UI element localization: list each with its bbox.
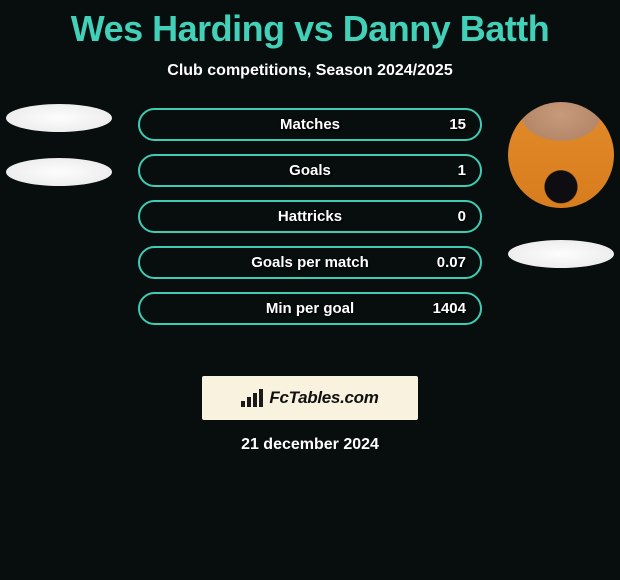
comparison-panel: Matches 15 Goals 1 Hattricks 0 Goals per…	[0, 108, 620, 368]
stat-value-right: 15	[449, 116, 466, 133]
avatar	[508, 102, 614, 208]
stat-row: Goals per match 0.07	[138, 246, 482, 279]
stat-label: Goals per match	[251, 254, 369, 271]
stat-row: Matches 15	[138, 108, 482, 141]
watermark: FcTables.com	[202, 376, 418, 420]
player-right	[508, 102, 614, 268]
stat-row: Goals 1	[138, 154, 482, 187]
date-label: 21 december 2024	[0, 436, 620, 454]
stat-value-right: 1	[458, 162, 466, 179]
stat-value-right: 0.07	[437, 254, 466, 271]
avatar-shadow-ellipse	[508, 240, 614, 268]
stat-value-right: 0	[458, 208, 466, 225]
page-title: Wes Harding vs Danny Batth	[0, 0, 620, 50]
stat-label: Matches	[280, 116, 340, 133]
stat-label: Hattricks	[278, 208, 342, 225]
player-left	[6, 102, 112, 186]
stat-label: Min per goal	[266, 300, 354, 317]
subtitle: Club competitions, Season 2024/2025	[0, 62, 620, 80]
stat-value-right: 1404	[433, 300, 466, 317]
stat-label: Goals	[289, 162, 331, 179]
bar-chart-icon	[241, 389, 263, 407]
watermark-text: FcTables.com	[269, 388, 378, 408]
stat-bars: Matches 15 Goals 1 Hattricks 0 Goals per…	[138, 108, 482, 338]
avatar-placeholder-ellipse	[6, 104, 112, 132]
stat-row: Hattricks 0	[138, 200, 482, 233]
avatar-placeholder-ellipse	[6, 158, 112, 186]
stat-row: Min per goal 1404	[138, 292, 482, 325]
